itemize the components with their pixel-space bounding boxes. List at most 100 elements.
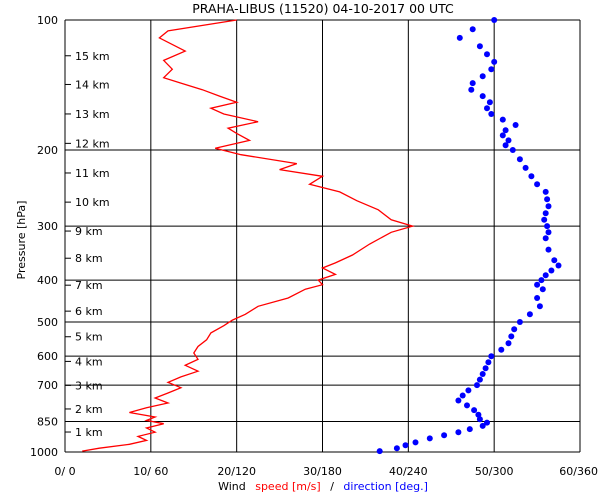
- direction-point: [551, 257, 558, 264]
- direction-point: [502, 142, 509, 149]
- direction-point: [464, 402, 470, 409]
- height-label: 8 km: [75, 252, 103, 265]
- height-label: 2 km: [75, 403, 103, 416]
- direction-point: [511, 326, 518, 333]
- direction-point: [499, 116, 506, 123]
- height-label: 10 km: [75, 196, 110, 209]
- direction-point: [479, 422, 486, 429]
- height-label: 12 km: [75, 137, 110, 150]
- direction-point: [484, 105, 490, 112]
- y-axis-label: Pressure [hPa]: [15, 201, 28, 280]
- x-axis-tick-labels: 0/ 0 10/ 60 20/120 30/180 40/240 50/300 60/360: [54, 465, 598, 478]
- direction-point: [482, 365, 489, 372]
- y-axis-tick-labels: 100 200 300 400 500 600 700 850 1000: [30, 14, 58, 459]
- direction-point: [468, 86, 475, 93]
- height-label: 6 km: [75, 305, 103, 318]
- direction-point: [509, 147, 516, 153]
- direction-point: [544, 223, 551, 230]
- direction-point: [376, 448, 383, 455]
- direction-point: [455, 429, 462, 436]
- direction-point: [488, 353, 495, 360]
- direction-point: [412, 439, 419, 446]
- y-tick-label: 600: [37, 350, 58, 363]
- x-tick-label: 60/360: [559, 465, 598, 478]
- y-tick-label: 500: [37, 316, 58, 329]
- direction-point: [542, 272, 549, 279]
- direction-point: [488, 66, 495, 73]
- height-label: 13 km: [75, 108, 110, 121]
- y-tick-label: 400: [37, 274, 58, 287]
- direction-point: [488, 111, 495, 117]
- height-label: 1 km: [75, 426, 103, 439]
- x-tick-label: 40/240: [389, 465, 428, 478]
- direction-point: [545, 229, 552, 236]
- direction-point: [541, 216, 548, 223]
- direction-point: [426, 435, 433, 442]
- direction-point: [491, 17, 498, 23]
- direction-point: [542, 188, 549, 195]
- height-label: 4 km: [75, 355, 103, 368]
- direction-point: [471, 407, 478, 414]
- direction-point: [516, 319, 523, 325]
- direction-point: [505, 340, 512, 347]
- direction-point: [555, 262, 562, 269]
- x-tick-label: 0/ 0: [54, 465, 75, 478]
- height-labels: 15 km 14 km 13 km 12 km 11 km 10 km 9 km 8 km 7 …: [65, 50, 110, 439]
- x-label-wind: Wind: [218, 480, 246, 493]
- y-tick-label: 1000: [30, 446, 58, 459]
- direction-point: [486, 99, 493, 106]
- y-tick-label: 700: [37, 379, 58, 392]
- direction-point: [534, 295, 541, 301]
- x-label-direction: direction [deg.]: [343, 480, 428, 493]
- height-label: 14 km: [75, 78, 110, 91]
- direction-point: [544, 196, 551, 203]
- speed-series: [82, 19, 415, 452]
- direction-point: [498, 346, 505, 353]
- height-label: 11 km: [75, 167, 110, 180]
- direction-point: [545, 246, 552, 253]
- direction-point: [536, 303, 543, 310]
- direction-point: [542, 235, 549, 242]
- direction-point: [516, 156, 523, 163]
- direction-point: [476, 416, 483, 423]
- height-label: 9 km: [75, 225, 103, 238]
- direction-point: [538, 277, 545, 284]
- direction-point: [402, 442, 409, 449]
- direction-point: [545, 203, 552, 210]
- direction-point: [484, 51, 490, 58]
- direction-point: [528, 173, 535, 180]
- direction-point: [526, 311, 533, 318]
- chart-title: PRAHA-LIBUS (11520) 04-10-2017 00 UTC: [192, 1, 454, 16]
- direction-point: [456, 34, 463, 41]
- direction-point: [393, 445, 400, 452]
- direction-point: [484, 419, 490, 426]
- direction-point: [502, 127, 509, 134]
- direction-point: [466, 426, 473, 433]
- x-tick-label: 10/ 60: [133, 465, 168, 478]
- x-label-slash: /: [330, 480, 334, 493]
- y-tick-label: 300: [37, 220, 58, 233]
- y-tick-label: 850: [37, 416, 58, 429]
- x-tick-label: 50/300: [475, 465, 514, 478]
- height-label: 3 km: [75, 379, 103, 392]
- direction-point: [465, 387, 472, 394]
- height-label: 7 km: [75, 279, 103, 292]
- direction-point: [542, 210, 549, 217]
- x-label-speed: speed [m/s]: [255, 480, 320, 493]
- x-axis-label: Wind speed [m/s] / direction [deg.]: [218, 480, 428, 493]
- direction-point: [512, 122, 519, 128]
- direction-point: [476, 376, 483, 383]
- direction-point: [539, 286, 546, 293]
- y-tick-label: 200: [37, 144, 58, 157]
- x-tick-label: 30/180: [303, 465, 342, 478]
- direction-point: [534, 181, 541, 188]
- direction-point: [499, 132, 506, 139]
- direction-point: [459, 392, 466, 399]
- direction-point: [469, 80, 476, 87]
- speed-line: [82, 19, 415, 452]
- direction-point: [476, 43, 483, 50]
- direction-point: [469, 26, 476, 33]
- chart-grid: [64, 19, 581, 453]
